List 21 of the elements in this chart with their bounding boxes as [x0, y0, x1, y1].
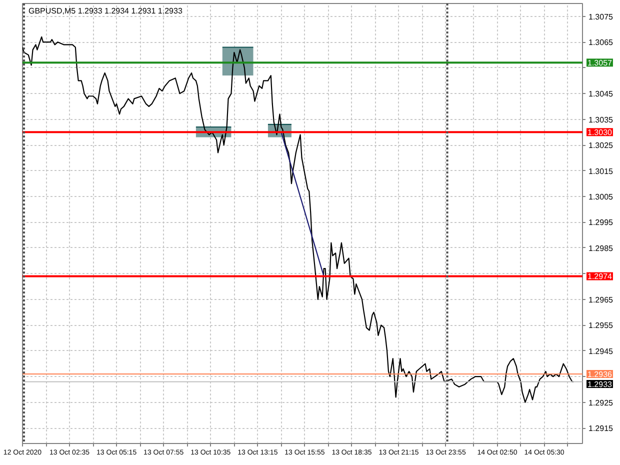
y-tick-label: 1.3075: [588, 12, 614, 22]
y-tick-label: 1.2985: [588, 244, 614, 253]
y-tick-label: 1.3005: [588, 192, 614, 202]
y-tick-label: 1.2945: [588, 346, 614, 356]
y-tick-label: 1.3025: [588, 141, 614, 150]
y-tick-label: 1.2955: [588, 321, 614, 330]
y-tick-label: 1.3065: [588, 38, 614, 48]
ref-line-label: 1.3030: [588, 128, 613, 138]
y-tick-label: 1.3015: [588, 166, 614, 176]
y-tick-label: 1.3035: [588, 115, 614, 124]
chart-title: GBPUSD,M5 1.2933 1.2934 1.2931 1.2933: [28, 6, 183, 16]
line-series: [22, 36, 574, 403]
y-tick-label: 1.2995: [588, 218, 614, 228]
ref-line-label: 1.2933: [588, 380, 613, 390]
y-tick-label: 1.2965: [588, 295, 614, 304]
y-tick-label: 1.2915: [588, 424, 614, 434]
y-tick-label: 1.2925: [588, 398, 614, 408]
ref-line-label: 1.2936: [588, 370, 613, 380]
y-tick-label: 1.3045: [588, 90, 614, 99]
ref-line-label: 1.2974: [588, 272, 613, 282]
ref-line-label: 1.3057: [588, 58, 613, 68]
